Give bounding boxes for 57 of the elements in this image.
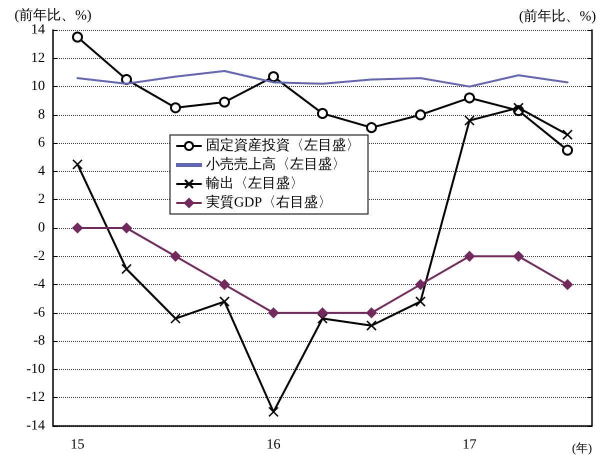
point (415, 109, 426, 120)
x-tick-label: 15 (70, 438, 84, 452)
y-tick-label: 10 (31, 79, 45, 94)
y-tick-label: 8 (38, 107, 45, 122)
point (513, 102, 524, 114)
point (562, 279, 573, 290)
legend-label: 実質GDP〈右目盛〉 (206, 194, 332, 210)
x-tick-label: 16 (266, 438, 280, 452)
point (562, 129, 573, 140)
point (219, 279, 230, 290)
x-tick-label: 17 (462, 438, 476, 452)
point (415, 279, 426, 290)
y-tick-label: 0 (38, 220, 45, 236)
point (170, 102, 181, 114)
y-tick-label: -6 (33, 305, 45, 320)
point (121, 222, 132, 234)
y-axis-title: (前年比、%) (14, 8, 92, 24)
y-tick-label: 14 (31, 22, 45, 38)
legend-label: 輸出〈左目盛〉 (206, 176, 304, 192)
point (72, 222, 83, 234)
y-tick-label: -8 (33, 334, 45, 349)
y-tick-label: -12 (26, 390, 45, 406)
point (268, 71, 279, 82)
point (219, 296, 230, 307)
line-series (76, 70, 568, 88)
point (317, 313, 328, 324)
point (72, 159, 83, 170)
y-tick-label: 2 (38, 192, 45, 208)
y-tick-label: 4 (38, 164, 45, 179)
y2-axis-title: (前年比、%) (519, 8, 596, 24)
x-axis-title: (年) (572, 441, 592, 455)
point (72, 32, 83, 43)
point (464, 92, 475, 104)
point (366, 308, 377, 318)
y-tick-label: -2 (33, 248, 45, 264)
point (219, 96, 230, 108)
point (268, 406, 279, 418)
point (366, 122, 377, 134)
point (562, 144, 573, 156)
point (170, 313, 181, 324)
legend-label: 小売売上高〈左目盛〉 (206, 156, 346, 172)
y-tick-label: 6 (38, 136, 45, 151)
point (170, 251, 181, 262)
point (268, 308, 279, 318)
legend-label: 固定資産投資〈左目盛〉 (206, 138, 360, 154)
point (415, 296, 426, 307)
y-tick-label: 12 (31, 50, 45, 66)
y-tick-label: -4 (33, 277, 45, 292)
y-tick-label: -14 (26, 418, 45, 434)
point (464, 115, 475, 126)
point (464, 251, 475, 262)
y-tick-label: -10 (26, 362, 45, 377)
point (317, 108, 328, 119)
point (513, 251, 524, 262)
point (366, 320, 377, 331)
point (317, 308, 328, 318)
point (121, 264, 132, 274)
